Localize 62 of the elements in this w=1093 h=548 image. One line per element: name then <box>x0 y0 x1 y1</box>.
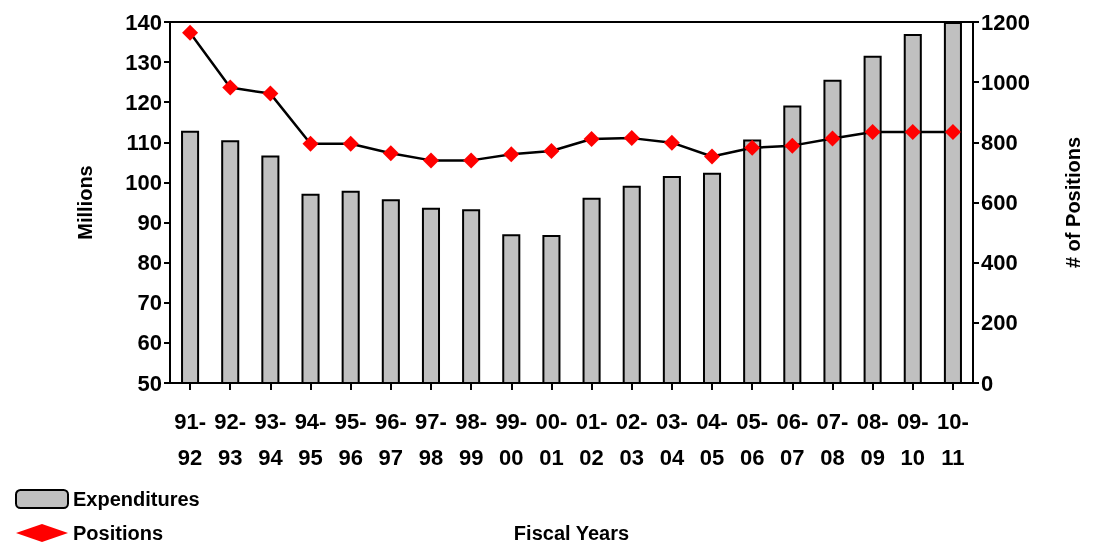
y-tick-label: 70 <box>137 290 162 316</box>
point <box>904 124 921 141</box>
y2-tick-label: 1000 <box>981 69 1030 95</box>
x-tick-label: 01-02 <box>575 408 608 470</box>
point <box>182 24 199 41</box>
point <box>463 152 480 169</box>
point <box>302 135 319 152</box>
y-tick-label: 80 <box>137 250 162 276</box>
y-tick-label: 90 <box>137 210 162 236</box>
x-tick-label: 96-97 <box>374 408 407 470</box>
point <box>222 79 239 96</box>
point <box>583 131 600 148</box>
x-tick-label: 97-98 <box>415 408 447 470</box>
x-tick-label: 05-06 <box>736 408 769 470</box>
x-tick-label: 93-94 <box>254 408 287 470</box>
point <box>824 130 841 147</box>
y2-tick-label: 600 <box>981 190 1018 215</box>
y-tick-label: 120 <box>125 89 162 115</box>
y2-tick-label: 1200 <box>981 9 1030 35</box>
x-tick-label: 06-07 <box>776 408 809 470</box>
x-tick-label: 98-99 <box>455 408 488 470</box>
x-tick-label: 04-05 <box>696 408 728 470</box>
y2-tick-label: 0 <box>981 370 994 396</box>
legend-label: Expenditures <box>73 488 200 510</box>
x-tick-label: 07-08 <box>816 408 849 470</box>
y2-axis-title: # of Positions <box>1062 136 1084 269</box>
point <box>864 124 881 141</box>
y-tick-label: 140 <box>125 9 162 35</box>
point <box>543 143 560 160</box>
point <box>262 85 279 102</box>
point <box>503 146 520 163</box>
x-tick-label: 10-11 <box>937 408 969 470</box>
point <box>663 134 680 151</box>
x-tick-label: 00-01 <box>535 408 568 470</box>
y2-tick-label: 800 <box>981 129 1018 155</box>
x-tick-label: 94-95 <box>294 408 327 470</box>
x-tick-label: 09-10 <box>896 408 929 470</box>
point <box>422 152 439 169</box>
point <box>944 124 961 141</box>
point <box>784 137 801 154</box>
y-tick-label: 50 <box>137 370 162 396</box>
x-tick-label: 03-04 <box>655 408 688 470</box>
point <box>623 130 640 147</box>
x-tick-label: 91-92 <box>174 408 206 470</box>
point <box>382 145 399 162</box>
x-tick-label: 99-00 <box>495 408 528 470</box>
y-tick-label: 110 <box>126 129 162 155</box>
y-axis-title: Millions <box>74 165 96 240</box>
x-tick-label: 92-93 <box>214 408 247 470</box>
x-tick-label: 08-09 <box>856 408 889 470</box>
point <box>744 139 761 156</box>
y-tick-label: 60 <box>137 330 162 356</box>
point <box>704 148 721 165</box>
x-axis-title: Fiscal Years <box>513 522 630 544</box>
x-tick-label: 02-03 <box>615 408 648 470</box>
y-tick-label: 100 <box>125 169 162 195</box>
y2-tick-label: 200 <box>981 310 1018 336</box>
y-tick-label: 130 <box>125 49 162 75</box>
legend-label: Positions <box>73 522 164 544</box>
y2-tick-label: 400 <box>981 250 1018 276</box>
x-tick-label: 95-96 <box>334 408 367 470</box>
point <box>342 135 359 152</box>
